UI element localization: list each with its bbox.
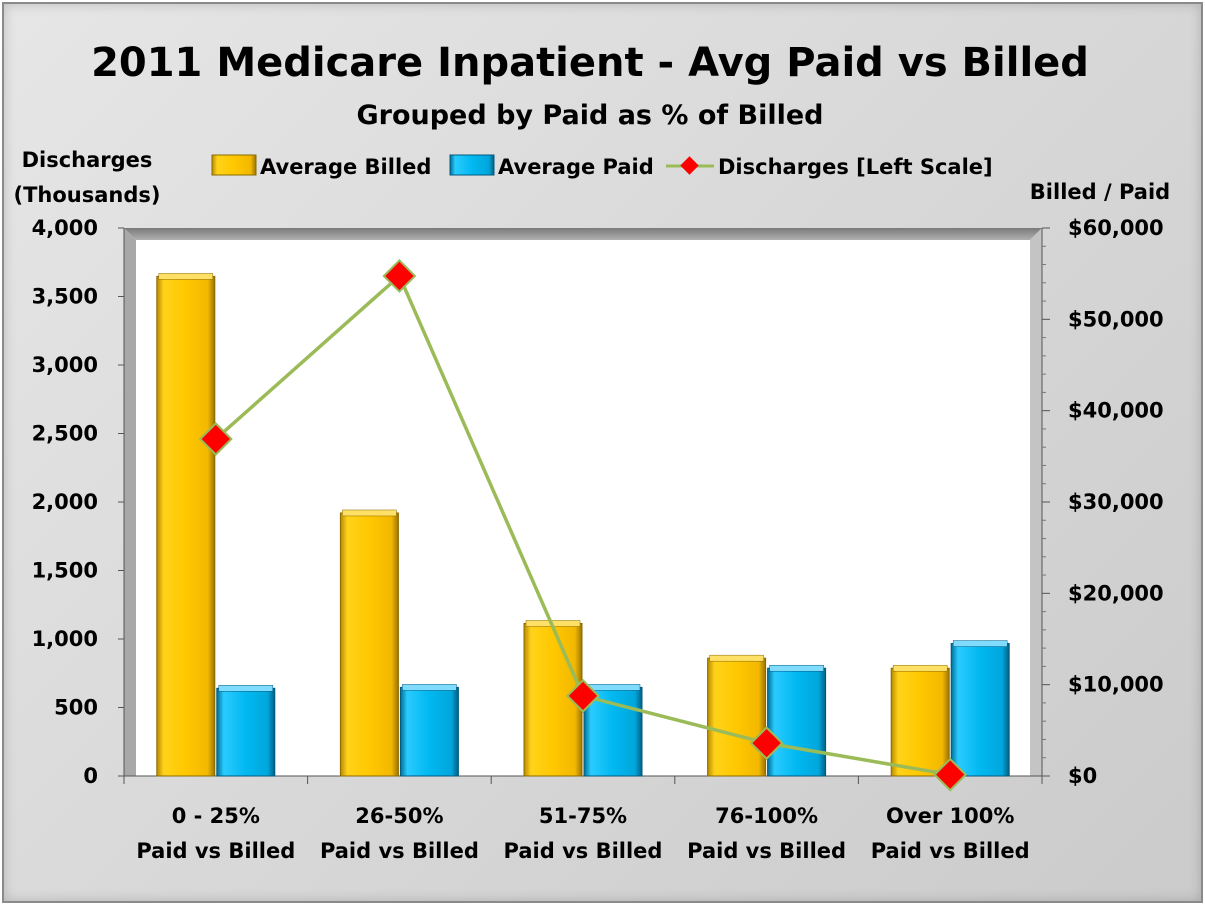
discharges-marker [382, 258, 417, 293]
left-tick-label: 3,500 [32, 285, 98, 309]
bar-average-paid-top [218, 685, 274, 692]
bar-average-billed [339, 512, 399, 777]
category-label-line2: Paid vs Billed [320, 839, 479, 863]
right-tick-label: $0 [1068, 764, 1097, 788]
left-tick-label: 500 [54, 696, 98, 720]
left-tick-label: 3,000 [32, 353, 98, 377]
bar-average-billed [890, 667, 950, 777]
category-label-line1: 51-75% [539, 804, 627, 828]
legend-label-billed: Average Billed [260, 155, 431, 179]
bar-average-paid [767, 667, 827, 777]
right-tick-label: $30,000 [1068, 490, 1164, 514]
right-tick-label: $40,000 [1068, 399, 1164, 423]
category-label-line2: Paid vs Billed [871, 839, 1030, 863]
category-label-line2: Paid vs Billed [136, 839, 295, 863]
plot-wall-top [124, 228, 1042, 240]
discharges-marker [933, 757, 968, 792]
left-tick-label: 2,000 [32, 490, 98, 514]
bar-average-paid [399, 686, 459, 777]
category-label-line1: 76-100% [715, 804, 818, 828]
legend-label-paid: Average Paid [498, 155, 654, 179]
bar-average-paid-top [585, 684, 641, 691]
left-tick-label: 0 [83, 764, 98, 788]
category-label-line2: Paid vs Billed [504, 839, 663, 863]
plot-wall-right [1030, 228, 1042, 776]
right-axis: $0 $10,000 $20,000 $30,000 $40,000 $50,000 $60… [1041, 216, 1164, 788]
bar-average-billed-top [892, 664, 948, 672]
left-axis-title-line1: Discharges [22, 148, 153, 172]
x-axis: 0 - 25% Paid vs Billed 26-50% Paid vs Bille… [123, 775, 1043, 863]
discharges-line-series [198, 258, 968, 792]
right-axis-title: Billed / Paid [1030, 180, 1170, 204]
bar-average-paid-top [952, 640, 1008, 647]
bar-average-billed [156, 275, 216, 777]
bar-average-billed-top [709, 654, 764, 662]
category-label-line1: 26-50% [355, 804, 443, 828]
legend: Average Billed Average Paid Discharges [… [211, 154, 993, 179]
bar-average-billed-top [158, 273, 214, 280]
chart-subtitle: Grouped by Paid as % of Billed [356, 100, 823, 131]
left-tick-label: 2,500 [32, 422, 98, 446]
right-tick-label: $50,000 [1068, 307, 1164, 331]
left-tick-label: 1,500 [32, 559, 98, 583]
legend-marker-discharges [680, 156, 699, 175]
discharges-marker [749, 726, 784, 761]
right-tick-label: $60,000 [1068, 216, 1164, 240]
category-label-line1: Over 100% [886, 804, 1014, 828]
category-label-line2: Paid vs Billed [687, 839, 846, 863]
left-tick-label: 1,000 [32, 627, 98, 651]
left-tick-label: 4,000 [32, 216, 98, 240]
bar-average-paid-top [402, 684, 457, 691]
category-label-line1: 0 - 25% [172, 804, 260, 828]
chart-title: 2011 Medicare Inpatient - Avg Paid vs Bi… [91, 40, 1089, 86]
legend-swatch-billed [211, 154, 257, 176]
legend-swatch-paid [449, 154, 495, 176]
discharges-marker [566, 678, 600, 713]
bar-average-billed-top [342, 509, 397, 517]
discharges-marker [198, 422, 233, 456]
plot-area [124, 228, 1042, 776]
bar-average-billed [707, 657, 767, 777]
left-axis: 0 500 1,000 1,500 2,000 2,500 3,000 3,500 4,000 [32, 216, 125, 788]
legend-label-discharges: Discharges [Left Scale] [718, 155, 993, 179]
right-tick-label: $10,000 [1068, 673, 1164, 697]
bar-average-paid-top [769, 664, 824, 672]
plot-wall-left [124, 228, 136, 776]
left-axis-title-line2: (Thousands) [14, 183, 161, 207]
bars [156, 273, 1010, 777]
bar-average-paid [216, 687, 276, 777]
bar-average-paid [950, 643, 1010, 777]
right-tick-label: $20,000 [1068, 581, 1164, 605]
